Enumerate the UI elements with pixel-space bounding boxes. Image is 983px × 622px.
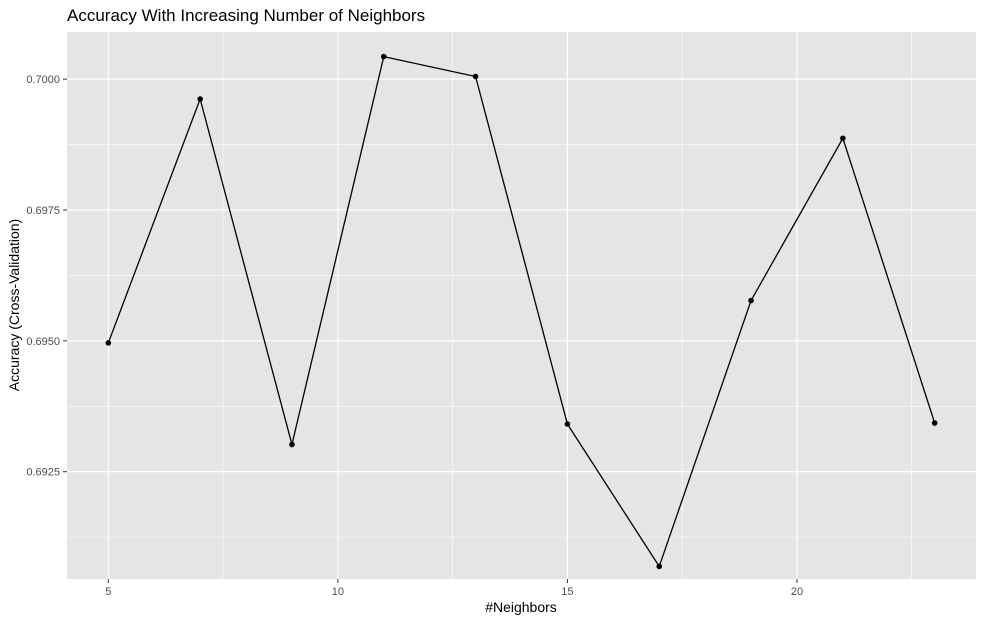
x-axis-title: #Neighbors [485, 599, 557, 615]
data-point [748, 297, 754, 304]
y-axis: 0.6925 0.6950 0.6975 0.7000 [26, 74, 67, 479]
accuracy-series [105, 53, 938, 570]
y-tick-label: 0.7000 [26, 74, 60, 86]
y-tick-label: 0.6975 [26, 205, 60, 217]
x-tick-label: 20 [791, 586, 803, 598]
data-point [931, 420, 938, 426]
data-point [564, 421, 571, 427]
y-tick-label: 0.6925 [26, 467, 60, 479]
data-point [197, 96, 203, 102]
y-tick-label: 0.6950 [26, 336, 60, 348]
chart-title: Accuracy With Increasing Number of Neigh… [67, 6, 425, 25]
series-line [107, 55, 936, 568]
y-axis-title: Accuracy (Cross-Validation) [6, 219, 22, 391]
x-tick-label: 10 [332, 586, 344, 598]
data-point [380, 53, 387, 60]
data-point [472, 73, 479, 80]
data-point [105, 340, 112, 346]
minor-gridlines [67, 32, 976, 579]
data-point [289, 441, 295, 448]
data-point [840, 135, 846, 142]
plot-panel [67, 32, 976, 579]
major-gridlines [67, 32, 976, 579]
x-axis: 5 10 15 20 [105, 579, 803, 598]
x-tick-label: 5 [105, 586, 111, 598]
x-tick-label: 15 [561, 586, 573, 598]
data-point [656, 563, 663, 570]
